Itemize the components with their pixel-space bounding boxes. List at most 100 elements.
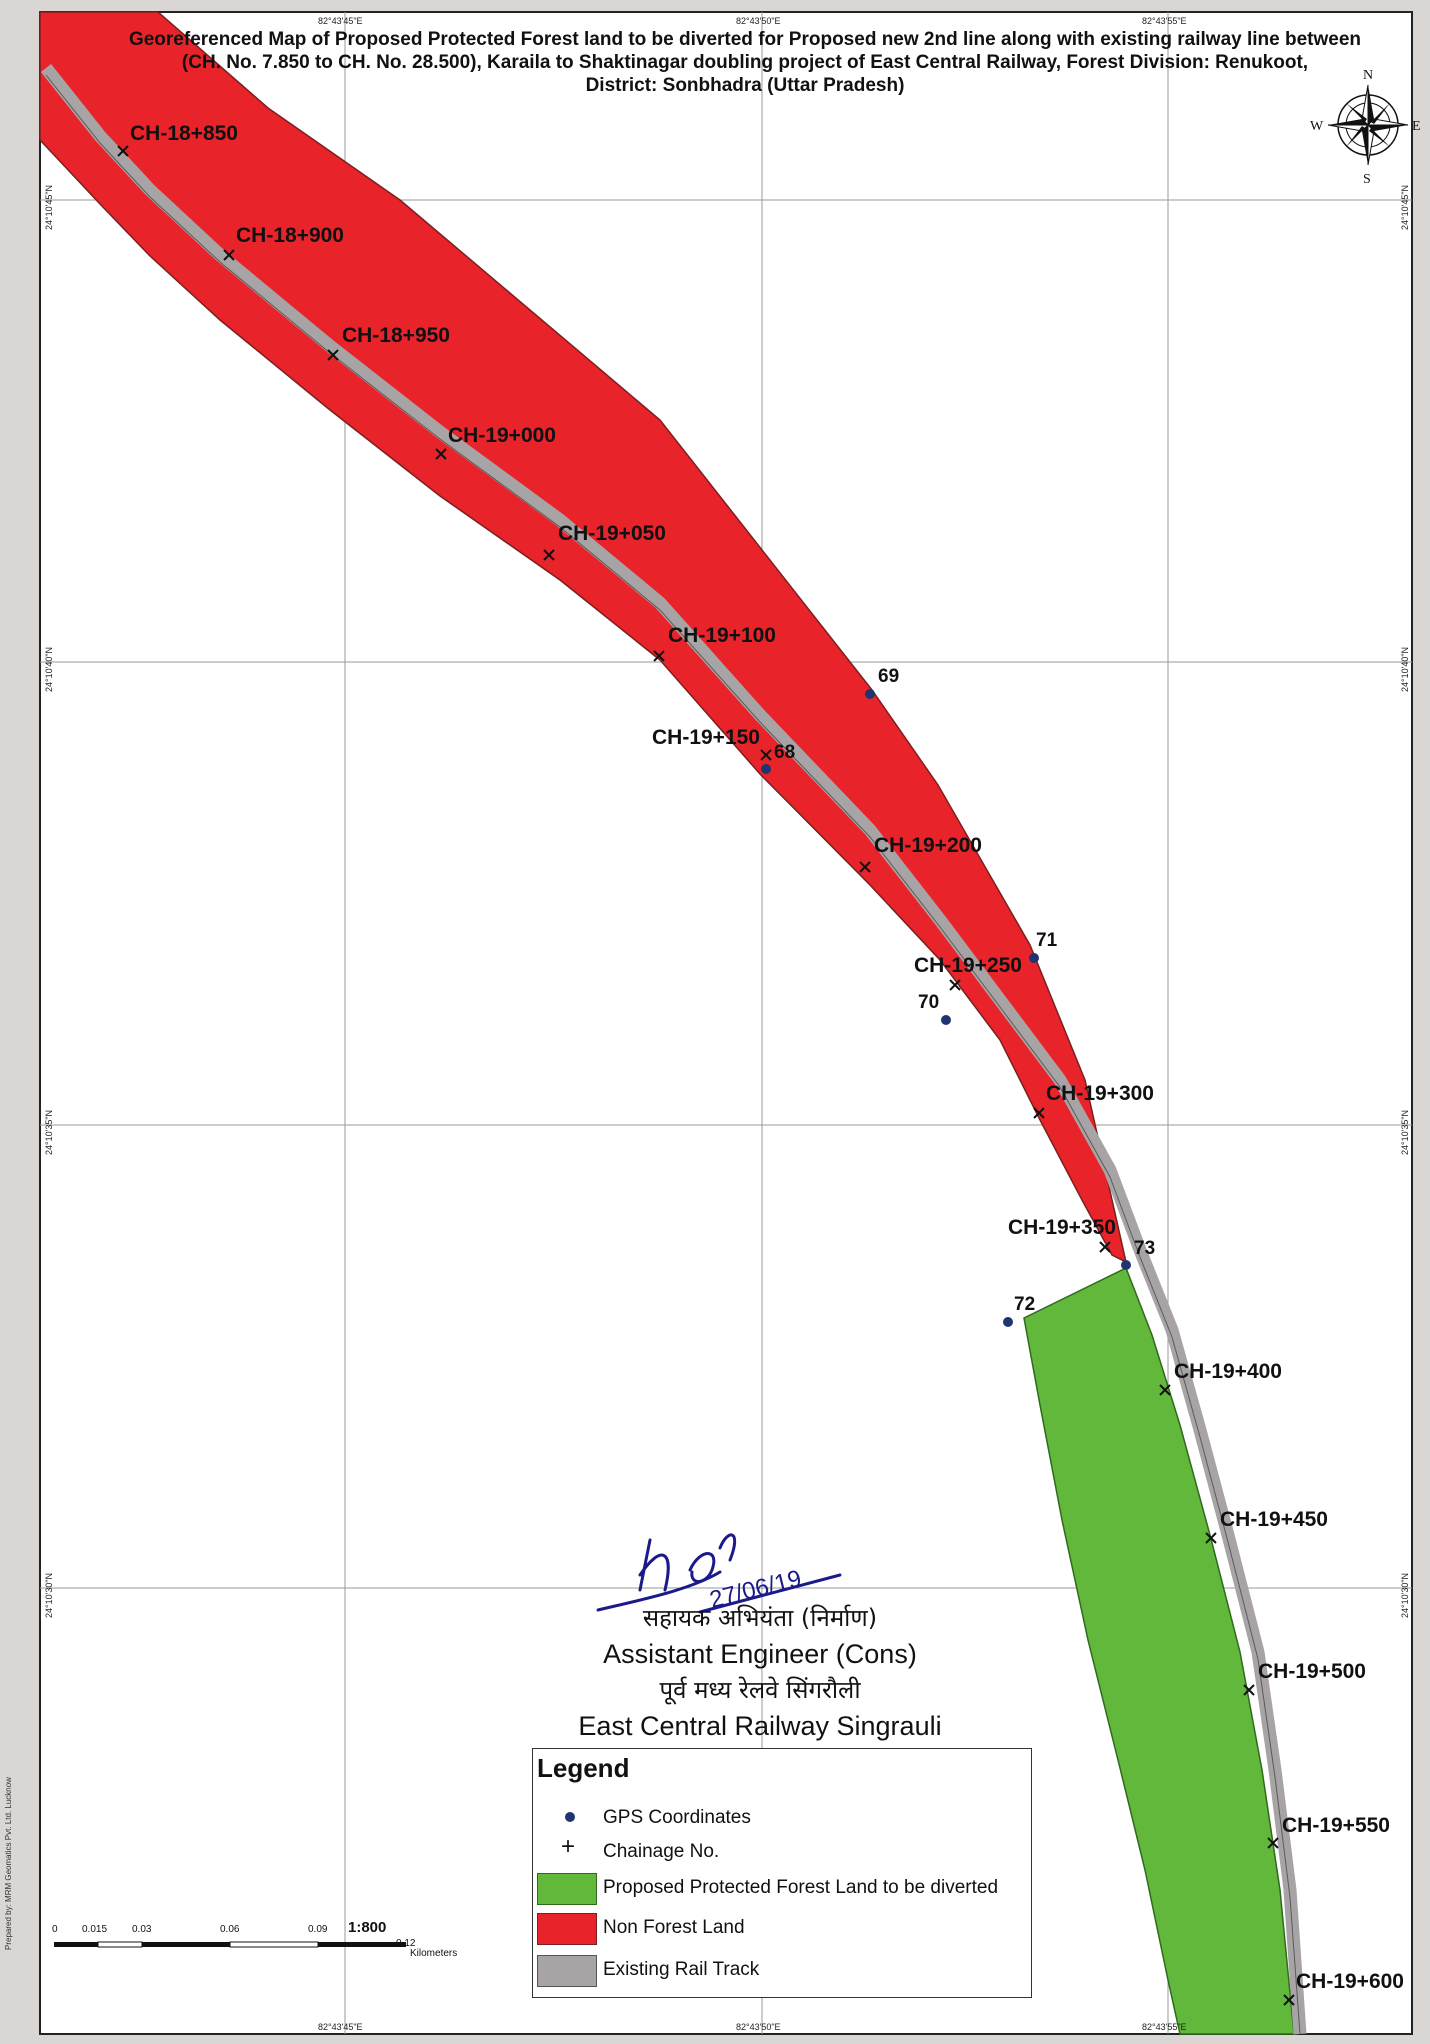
gps-label-73: 73 bbox=[1134, 1238, 1155, 1259]
compass-s: S bbox=[1363, 172, 1371, 187]
map-legend: Legend GPS Coordinates + Chainage No. Pr… bbox=[532, 1748, 1032, 1998]
chainage-label: CH-19+200 bbox=[874, 834, 982, 857]
grid-label-top: 82°43'50"E bbox=[736, 16, 781, 26]
chainage-label: CH-19+350 bbox=[1008, 1216, 1116, 1239]
signature-title-hindi: सहायक अभियंता (निर्माण) bbox=[642, 1604, 878, 1632]
gps-label-69: 69 bbox=[878, 666, 899, 687]
signature-block: सहायक अभियंता (निर्माण) Assistant Engine… bbox=[560, 1600, 960, 1744]
chainage-marker bbox=[1205, 1532, 1217, 1544]
chainage-marker bbox=[760, 749, 772, 761]
grid-label-top: 82°43'55"E bbox=[1142, 16, 1187, 26]
chainage-marker bbox=[859, 861, 871, 873]
grid-label-top: 82°43'45"E bbox=[318, 16, 363, 26]
map-title-line-3: District: Sonbhadra (Uttar Pradesh) bbox=[585, 75, 905, 96]
existing-rail-track bbox=[40, 63, 1307, 2035]
scale-unit: Kilometers bbox=[410, 1948, 457, 1959]
chainage-labels: CH-18+850 CH-18+900 CH-18+950 CH-19+000 … bbox=[130, 122, 1404, 1993]
grid-label-right: 24°10'45"N bbox=[1400, 185, 1410, 230]
chainage-label: CH-18+950 bbox=[342, 324, 450, 347]
grid-label-left: 24°10'30"N bbox=[44, 1573, 54, 1618]
forest-swatch bbox=[537, 1873, 597, 1905]
compass-e: E bbox=[1412, 119, 1421, 134]
legend-label: Non Forest Land bbox=[603, 1917, 745, 1938]
gps-dot-icon bbox=[537, 1803, 595, 1833]
chainage-label: CH-19+300 bbox=[1046, 1082, 1154, 1105]
grid-label-bottom: 82°43'50"E bbox=[736, 2022, 781, 2032]
chainage-marker bbox=[1283, 1994, 1295, 2006]
non-forest-swatch bbox=[537, 1913, 597, 1945]
chainage-marker bbox=[435, 448, 447, 460]
gps-label-71: 71 bbox=[1036, 930, 1058, 951]
map-title-line-1: Georeferenced Map of Proposed Protected … bbox=[128, 29, 1362, 50]
legend-label: Chainage No. bbox=[603, 1841, 720, 1862]
side-note: Prepared by: MRM Geomatics Pvt. Ltd. Luc… bbox=[4, 1777, 13, 1950]
grid-labels: 82°43'45"E 82°43'50"E 82°43'55"E 82°43'4… bbox=[44, 16, 1410, 2032]
chainage-label: CH-19+050 bbox=[558, 522, 666, 545]
legend-item-gps: GPS Coordinates bbox=[533, 1801, 1031, 1837]
grid-label-left: 24°10'35"N bbox=[44, 1110, 54, 1155]
chainage-label: CH-19+550 bbox=[1282, 1814, 1390, 1837]
grid-label-left: 24°10'45"N bbox=[44, 185, 54, 230]
grid-label-bottom: 82°43'45"E bbox=[318, 2022, 363, 2032]
chainage-label: CH-18+850 bbox=[130, 122, 238, 145]
plus-icon: + bbox=[561, 1833, 576, 1860]
legend-item-forest: Proposed Protected Forest Land to be div… bbox=[533, 1871, 1031, 1907]
scale-tick: 0 bbox=[52, 1924, 58, 1935]
chainage-label: CH-19+000 bbox=[448, 424, 556, 447]
chainage-marker bbox=[653, 650, 665, 662]
chainage-marker bbox=[223, 249, 235, 261]
grid-label-left: 24°10'40"N bbox=[44, 647, 54, 692]
scale-tick: 0.06 bbox=[220, 1924, 240, 1935]
rail-swatch bbox=[537, 1955, 597, 1987]
legend-label: GPS Coordinates bbox=[603, 1807, 751, 1828]
gps-point-69 bbox=[865, 689, 875, 699]
chainage-marker bbox=[1099, 1241, 1111, 1253]
gps-points: 68 69 70 71 72 73 bbox=[761, 666, 1155, 1327]
legend-title: Legend bbox=[537, 1753, 630, 1783]
chainage-marker bbox=[543, 549, 555, 561]
gps-label-72: 72 bbox=[1014, 1294, 1035, 1315]
legend-item-chainage: + Chainage No. bbox=[533, 1833, 1031, 1871]
compass-w: W bbox=[1310, 119, 1324, 134]
scale-bar: 0 0.015 0.03 0.06 0.09 0.12 1:800 Kilome… bbox=[52, 1920, 457, 1959]
map-title-line-2: (CH. No. 7.850 to CH. No. 28.500), Karai… bbox=[181, 52, 1309, 73]
gps-label-70: 70 bbox=[918, 992, 939, 1013]
chainage-marker bbox=[1159, 1384, 1171, 1396]
chainage-label: CH-19+100 bbox=[668, 624, 776, 647]
chainage-marker bbox=[1267, 1837, 1279, 1849]
legend-item-non-forest: Non Forest Land bbox=[533, 1911, 1031, 1947]
grid-label-right: 24°10'30"N bbox=[1400, 1573, 1410, 1618]
scale-tick: 0.015 bbox=[82, 1924, 107, 1935]
gps-point-72 bbox=[1003, 1317, 1013, 1327]
map-title: Georeferenced Map of Proposed Protected … bbox=[80, 28, 1410, 97]
chainage-label: CH-19+400 bbox=[1174, 1360, 1282, 1383]
compass-rose-icon: N S E W bbox=[1310, 68, 1421, 187]
chainage-marker bbox=[327, 349, 339, 361]
signature-scribble bbox=[596, 1533, 842, 1614]
chainage-marker bbox=[1243, 1684, 1255, 1696]
gps-point-68 bbox=[761, 764, 771, 774]
chainage-label: CH-19+150 bbox=[652, 726, 760, 749]
gps-point-70 bbox=[941, 1015, 951, 1025]
chainage-label: CH-19+600 bbox=[1296, 1970, 1404, 1993]
signature-org-english: East Central Railway Singrauli bbox=[578, 1711, 942, 1741]
gps-point-71 bbox=[1029, 953, 1039, 963]
scale-ratio: 1:800 bbox=[348, 1920, 386, 1936]
chainage-marker bbox=[949, 979, 961, 991]
grid-label-right: 24°10'35"N bbox=[1400, 1110, 1410, 1155]
legend-item-rail: Existing Rail Track bbox=[533, 1953, 1031, 1989]
legend-label: Existing Rail Track bbox=[603, 1959, 760, 1980]
compass-n: N bbox=[1363, 68, 1373, 83]
signature-org-hindi: पूर्व मध्य रेलवे सिंगरौली bbox=[659, 1676, 861, 1704]
chainage-label: CH-19+500 bbox=[1258, 1660, 1366, 1683]
gps-point-73 bbox=[1121, 1260, 1131, 1270]
legend-label: Proposed Protected Forest Land to be div… bbox=[603, 1877, 999, 1898]
chainage-marker bbox=[117, 145, 129, 157]
chainage-markers bbox=[117, 145, 1295, 2006]
signature-title-english: Assistant Engineer (Cons) bbox=[603, 1639, 917, 1669]
scale-tick: 0.09 bbox=[308, 1924, 328, 1935]
scale-tick: 0.03 bbox=[132, 1924, 152, 1935]
chainage-label: CH-19+450 bbox=[1220, 1508, 1328, 1531]
